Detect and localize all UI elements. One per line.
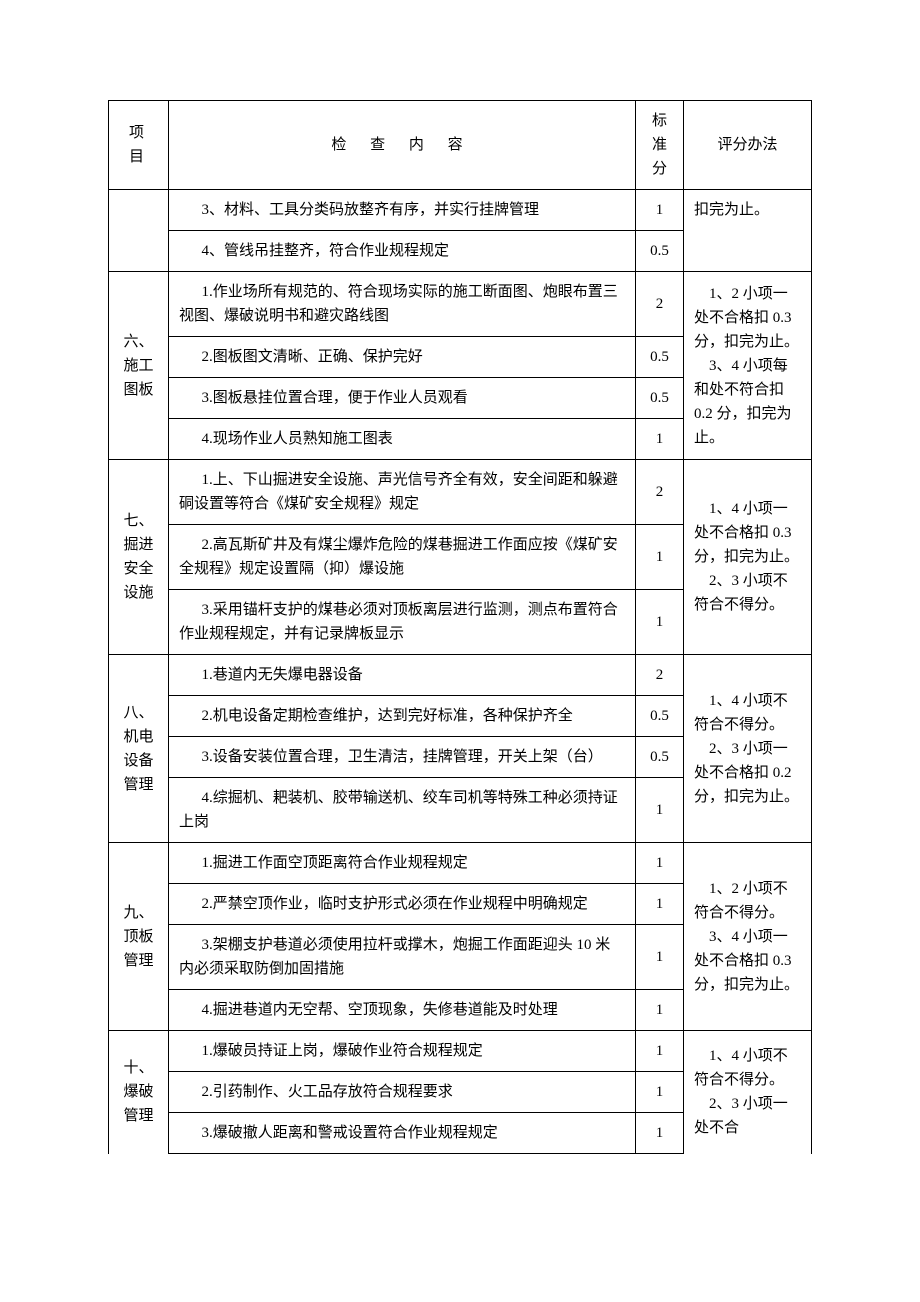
score-cell: 2 xyxy=(636,272,684,337)
content-cell: 1.作业场所有规范的、符合现场实际的施工断面图、炮眼布置三视图、爆破说明书和避灾… xyxy=(169,272,636,337)
content-cell: 4.掘进巷道内无空帮、空顶现象，失修巷道能及时处理 xyxy=(169,990,636,1031)
content-cell: 1.掘进工作面空顶距离符合作业规程规定 xyxy=(169,843,636,884)
content-cell: 2.引药制作、火工品存放符合规程要求 xyxy=(169,1072,636,1113)
content-cell: 2.严禁空顶作业，临时支护形式必须在作业规程中明确规定 xyxy=(169,884,636,925)
header-method: 评分办法 xyxy=(684,101,812,190)
content-cell: 4、管线吊挂整齐，符合作业规程规定 xyxy=(169,231,636,272)
content-cell: 3.采用锚杆支护的煤巷必须对顶板离层进行监测，测点布置符合作业规程规定，并有记录… xyxy=(169,590,636,655)
header-score: 标准分 xyxy=(636,101,684,190)
content-cell: 3.图板悬挂位置合理，便于作业人员观看 xyxy=(169,378,636,419)
table-row: 六、施工图板 1.作业场所有规范的、符合现场实际的施工断面图、炮眼布置三视图、爆… xyxy=(109,272,812,337)
content-cell: 1.爆破员持证上岗，爆破作业符合规程规定 xyxy=(169,1031,636,1072)
score-cell: 0.5 xyxy=(636,737,684,778)
method-cell: 1、2 小项不符合不得分。 3、4 小项一处不合格扣 0.3 分，扣完为止。 xyxy=(684,843,812,1031)
content-cell: 4.综掘机、耙装机、胶带输送机、绞车司机等特殊工种必须持证上岗 xyxy=(169,778,636,843)
score-cell: 2 xyxy=(636,460,684,525)
category-cell-7: 七、掘进安全设施 xyxy=(109,460,169,655)
inspection-table: 项 目 检 查 内 容 标准分 评分办法 3、材料、工具分类码放整齐有序，并实行… xyxy=(108,100,812,1154)
content-cell: 3.架棚支护巷道必须使用拉杆或撑木，炮掘工作面距迎头 10 米内必须采取防倒加固… xyxy=(169,925,636,990)
table-row: 3、材料、工具分类码放整齐有序，并实行挂牌管理 1 扣完为止。 xyxy=(109,190,812,231)
content-cell: 3.爆破撤人距离和警戒设置符合作业规程规定 xyxy=(169,1113,636,1154)
content-cell: 1.上、下山掘进安全设施、声光信号齐全有效，安全间距和躲避硐设置等符合《煤矿安全… xyxy=(169,460,636,525)
score-cell: 1 xyxy=(636,1072,684,1113)
score-cell: 0.5 xyxy=(636,337,684,378)
header-category: 项 目 xyxy=(109,101,169,190)
category-cell-6: 六、施工图板 xyxy=(109,272,169,460)
header-content: 检 查 内 容 xyxy=(169,101,636,190)
content-cell: 3.设备安装位置合理，卫生清洁，挂牌管理，开关上架（台） xyxy=(169,737,636,778)
method-cell: 1、2 小项一处不合格扣 0.3 分，扣完为止。 3、4 小项每和处不符合扣 0… xyxy=(684,272,812,460)
score-cell: 1 xyxy=(636,843,684,884)
category-cell-continuation xyxy=(109,190,169,272)
category-cell-8: 八、机电设备管理 xyxy=(109,655,169,843)
category-cell-9: 九、顶板管理 xyxy=(109,843,169,1031)
content-cell: 3、材料、工具分类码放整齐有序，并实行挂牌管理 xyxy=(169,190,636,231)
content-cell: 2.高瓦斯矿井及有煤尘爆炸危险的煤巷掘进工作面应按《煤矿安全规程》规定设置隔（抑… xyxy=(169,525,636,590)
score-cell: 1 xyxy=(636,190,684,231)
score-cell: 1 xyxy=(636,590,684,655)
method-cell: 扣完为止。 xyxy=(684,190,812,272)
score-cell: 1 xyxy=(636,990,684,1031)
score-cell: 0.5 xyxy=(636,378,684,419)
content-cell: 4.现场作业人员熟知施工图表 xyxy=(169,419,636,460)
category-cell-10: 十、爆破管理 xyxy=(109,1031,169,1154)
score-cell: 1 xyxy=(636,1031,684,1072)
score-cell: 2 xyxy=(636,655,684,696)
table-row: 十、爆破管理 1.爆破员持证上岗，爆破作业符合规程规定 1 1、4 小项不符合不… xyxy=(109,1031,812,1072)
score-cell: 1 xyxy=(636,925,684,990)
score-cell: 1 xyxy=(636,778,684,843)
content-cell: 2.机电设备定期检查维护，达到完好标准，各种保护齐全 xyxy=(169,696,636,737)
table-row: 七、掘进安全设施 1.上、下山掘进安全设施、声光信号齐全有效，安全间距和躲避硐设… xyxy=(109,460,812,525)
score-cell: 1 xyxy=(636,884,684,925)
score-cell: 0.5 xyxy=(636,231,684,272)
content-cell: 2.图板图文清晰、正确、保护完好 xyxy=(169,337,636,378)
method-cell: 1、4 小项一处不合格扣 0.3 分，扣完为止。 2、3 小项不符合不得分。 xyxy=(684,460,812,655)
table-row: 八、机电设备管理 1.巷道内无失爆电器设备 2 1、4 小项不符合不得分。 2、… xyxy=(109,655,812,696)
table-header-row: 项 目 检 查 内 容 标准分 评分办法 xyxy=(109,101,812,190)
method-cell: 1、4 小项不符合不得分。 2、3 小项一处不合格扣 0.2 分，扣完为止。 xyxy=(684,655,812,843)
score-cell: 1 xyxy=(636,525,684,590)
score-cell: 0.5 xyxy=(636,696,684,737)
content-cell: 1.巷道内无失爆电器设备 xyxy=(169,655,636,696)
method-cell: 1、4 小项不符合不得分。 2、3 小项一处不合 xyxy=(684,1031,812,1154)
table-row: 九、顶板管理 1.掘进工作面空顶距离符合作业规程规定 1 1、2 小项不符合不得… xyxy=(109,843,812,884)
score-cell: 1 xyxy=(636,1113,684,1154)
score-cell: 1 xyxy=(636,419,684,460)
